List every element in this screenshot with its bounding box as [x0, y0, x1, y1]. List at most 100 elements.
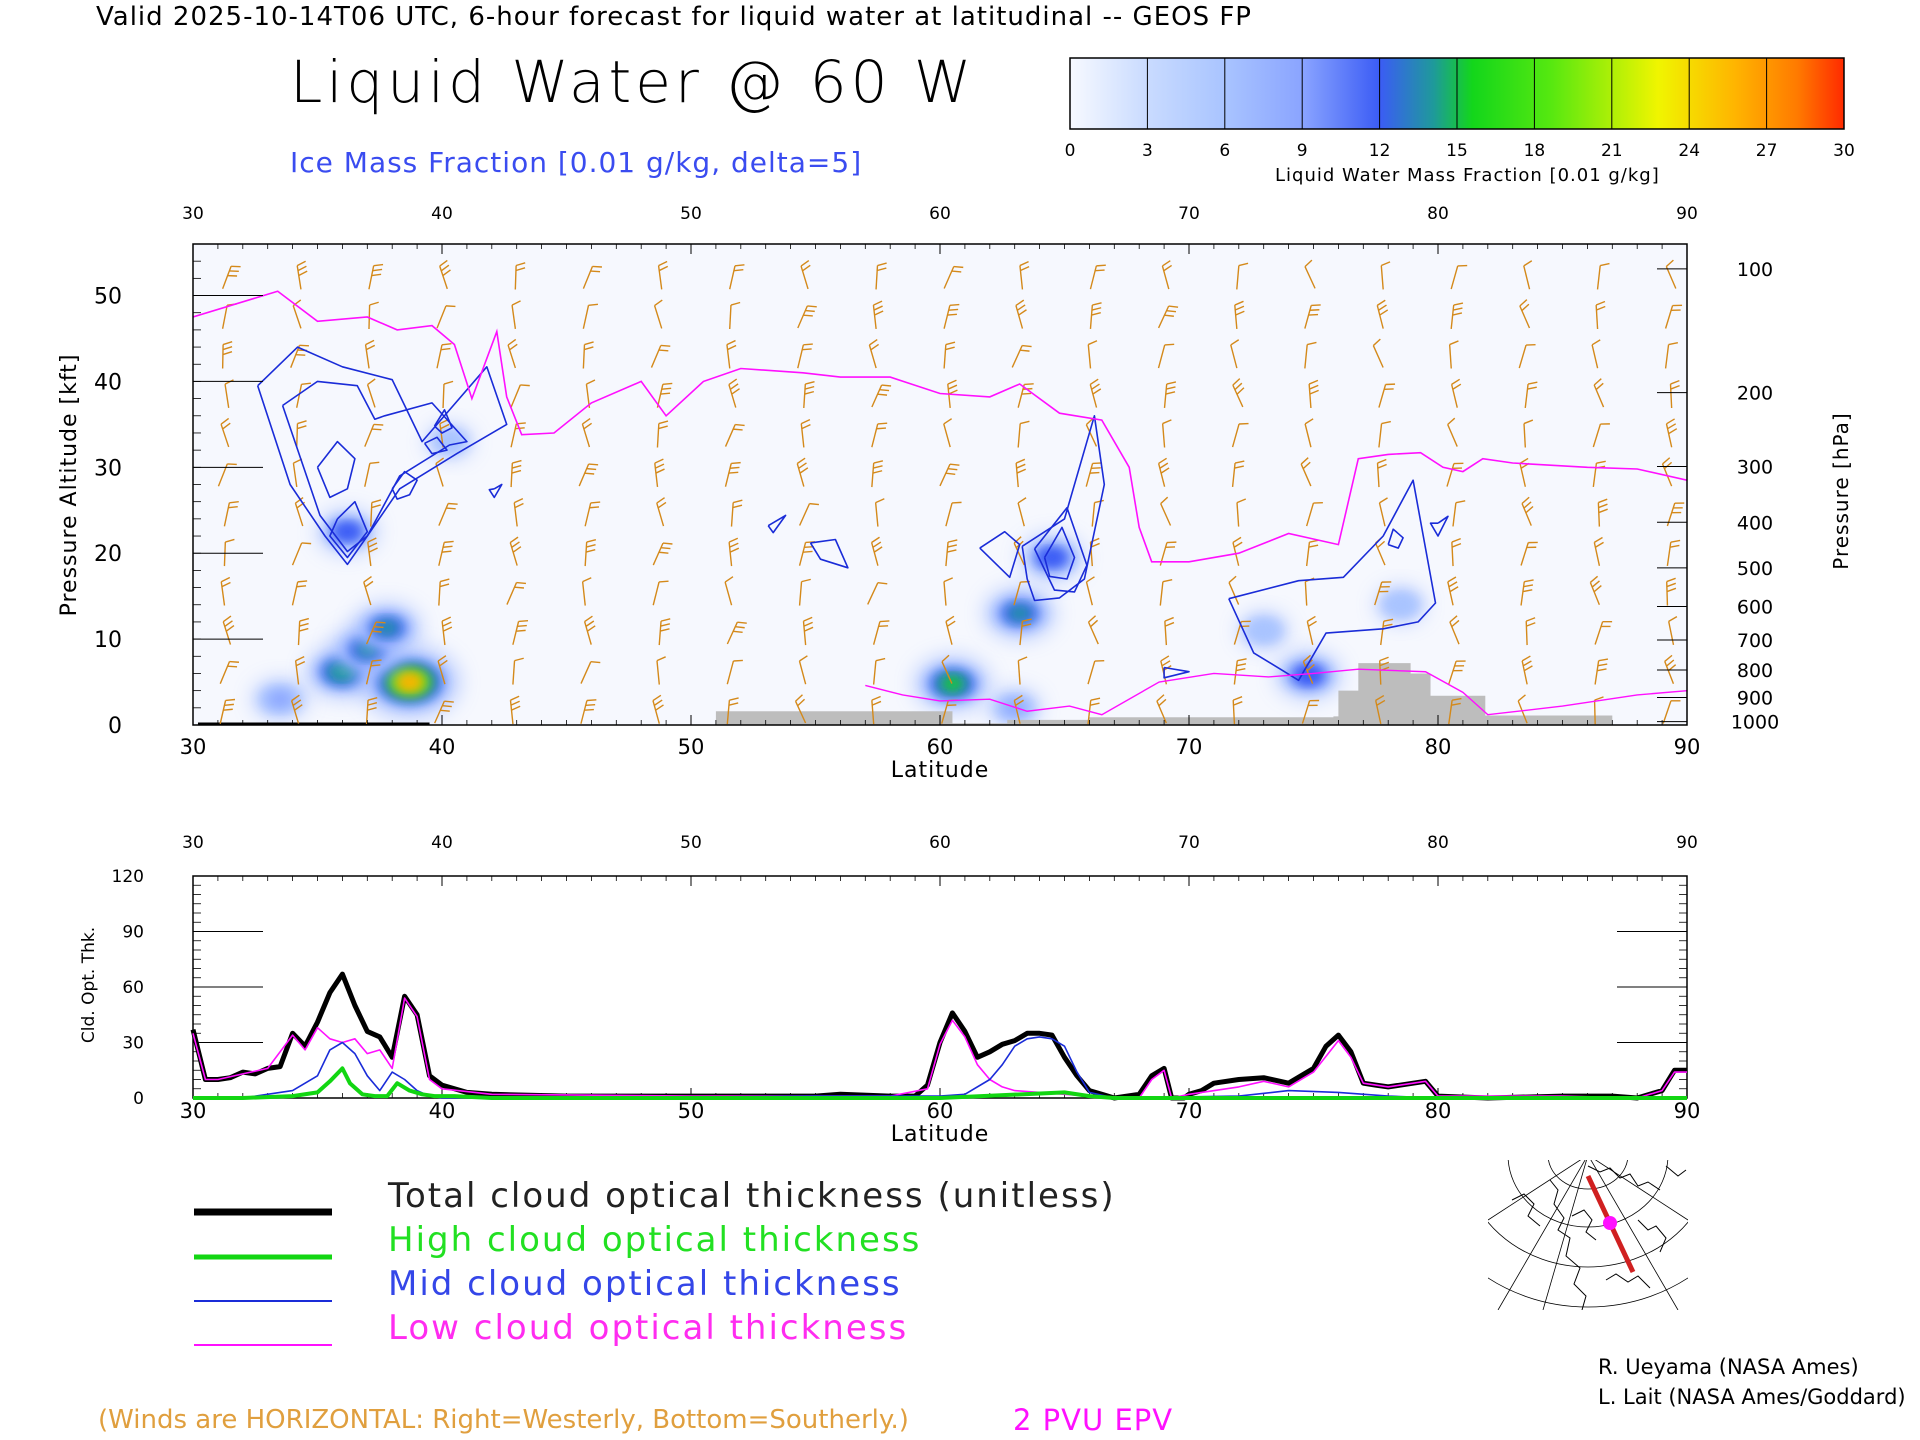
- main-x-tick-label: 70: [1176, 735, 1203, 759]
- wind-barb: [1089, 264, 1106, 290]
- pressure-tick-label: 400: [1737, 512, 1773, 534]
- wind-barb: [513, 497, 524, 527]
- wind-barb-staff: [1448, 344, 1452, 369]
- wind-barb-flag: [221, 581, 231, 588]
- wind-barb: [1593, 378, 1605, 408]
- wind-barb-staff: [1013, 581, 1022, 606]
- wind-barb: [1523, 419, 1534, 448]
- wind-barb-flag: [945, 341, 956, 346]
- wind-barb-flag: [368, 547, 378, 553]
- wind-barb: [364, 423, 384, 447]
- wind-barb-flag: [879, 620, 890, 623]
- wind-barb-flag: [1452, 383, 1462, 390]
- wind-barb-flag: [1313, 502, 1323, 504]
- wind-barb-staff: [510, 423, 518, 448]
- wind-barb-flag: [947, 467, 958, 471]
- line-y-tick-label: 0: [133, 1089, 144, 1109]
- wind-barb-flag: [1164, 343, 1175, 346]
- lw-cell: [438, 434, 461, 449]
- wind-barb: [1013, 694, 1024, 724]
- wind-barb: [1017, 497, 1027, 527]
- wind-barb-flag: [1382, 623, 1393, 627]
- wind-barb-flag: [945, 346, 955, 351]
- wind-barb-flag: [1453, 307, 1463, 311]
- wind-barb: [223, 501, 239, 527]
- wind-barb-staff: [580, 661, 592, 684]
- wind-barb-staff: [582, 266, 594, 289]
- map-lat-ring-2: [1507, 1160, 1669, 1228]
- wind-barb-flag: [584, 341, 594, 346]
- wind-barb-flag: [655, 704, 664, 711]
- wind-barb-flag: [301, 542, 312, 545]
- wind-barb: [1017, 656, 1028, 685]
- wind-barb: [1017, 420, 1030, 448]
- wind-barb-flag: [511, 464, 522, 469]
- wind-barb-staff: [368, 265, 375, 290]
- wind-barb-staff: [1666, 542, 1672, 567]
- wind-barb-staff: [1449, 621, 1460, 645]
- map-coastline-4: [1637, 1219, 1667, 1253]
- wind-barb-flag: [803, 343, 813, 346]
- wind-barb-staff: [365, 621, 377, 645]
- wind-barb-staff: [1231, 423, 1240, 448]
- wind-barb-staff: [658, 621, 662, 646]
- wind-barb-flag: [735, 626, 745, 629]
- wind-barb-staff: [1233, 621, 1242, 645]
- wind-barb-flag: [586, 699, 597, 702]
- wind-barb-staff: [580, 700, 588, 724]
- wind-barb: [870, 536, 883, 566]
- wind-barb-staff: [1234, 304, 1238, 330]
- wind-barb-flag: [1237, 658, 1247, 662]
- wind-barb-flag: [731, 388, 740, 395]
- wind-barb: [650, 344, 671, 368]
- wind-barb-flag: [1674, 502, 1685, 504]
- wind-barb-flag: [370, 664, 381, 667]
- wind-barb-staff: [219, 700, 227, 724]
- wind-barb-flag: [655, 468, 665, 474]
- wind-barb-flag: [444, 540, 454, 544]
- wind-barb-staff: [1089, 384, 1098, 408]
- wind-barb: [797, 305, 817, 329]
- wind-barb-flag: [1016, 304, 1026, 311]
- wind-barb-flag: [510, 695, 520, 701]
- wind-barb-flag: [803, 621, 813, 627]
- wind-barb-flag: [1377, 540, 1386, 549]
- wind-barb: [1159, 578, 1173, 606]
- wind-barb-flag: [1667, 423, 1677, 430]
- wind-barb: [1592, 423, 1610, 448]
- wind-barb-flag: [948, 389, 958, 395]
- wind-barb: [512, 657, 524, 685]
- wind-barb: [220, 576, 231, 606]
- wind-barb-staff: [871, 463, 875, 488]
- wind-barb: [1589, 575, 1602, 605]
- main-y-tick-label: 30: [94, 456, 122, 481]
- wind-barb-flag: [1230, 339, 1240, 346]
- line-plot-frame: [192, 875, 1688, 1099]
- wind-barb-staff: [1521, 660, 1528, 685]
- wind-barb-flag: [582, 577, 592, 583]
- wind-barb: [728, 378, 740, 408]
- wind-barb-flag: [296, 585, 307, 588]
- wind-barb: [580, 660, 601, 684]
- wind-barb-flag: [941, 654, 950, 663]
- wind-barb-staff: [1519, 463, 1527, 487]
- wind-barb-flag: [1090, 702, 1100, 706]
- wind-barb-staff: [728, 542, 733, 567]
- wind-barb-staff: [943, 423, 951, 448]
- wind-barb-flag: [515, 267, 526, 272]
- wind-barb-flag: [1164, 621, 1175, 627]
- wind-barb-flag: [1302, 654, 1311, 663]
- wind-barb-flag: [1519, 299, 1528, 307]
- wind-barb-staff: [1376, 305, 1384, 329]
- pressure-tick-label: 100: [1737, 259, 1773, 281]
- wind-barb-flag: [299, 617, 310, 622]
- wind-barb-staff: [945, 621, 953, 645]
- cross-section-chart: 3030404050506060707080809090010203040501…: [57, 204, 1853, 783]
- map-meridian-2: [1542, 1160, 1587, 1310]
- wind-barb-staff: [798, 660, 807, 685]
- wind-barb-flag: [877, 422, 888, 425]
- line-xlabel: Latitude: [891, 1122, 990, 1147]
- wind-barb: [1447, 417, 1458, 447]
- wind-barb-flag: [1596, 305, 1606, 311]
- wind-barb: [1231, 422, 1249, 448]
